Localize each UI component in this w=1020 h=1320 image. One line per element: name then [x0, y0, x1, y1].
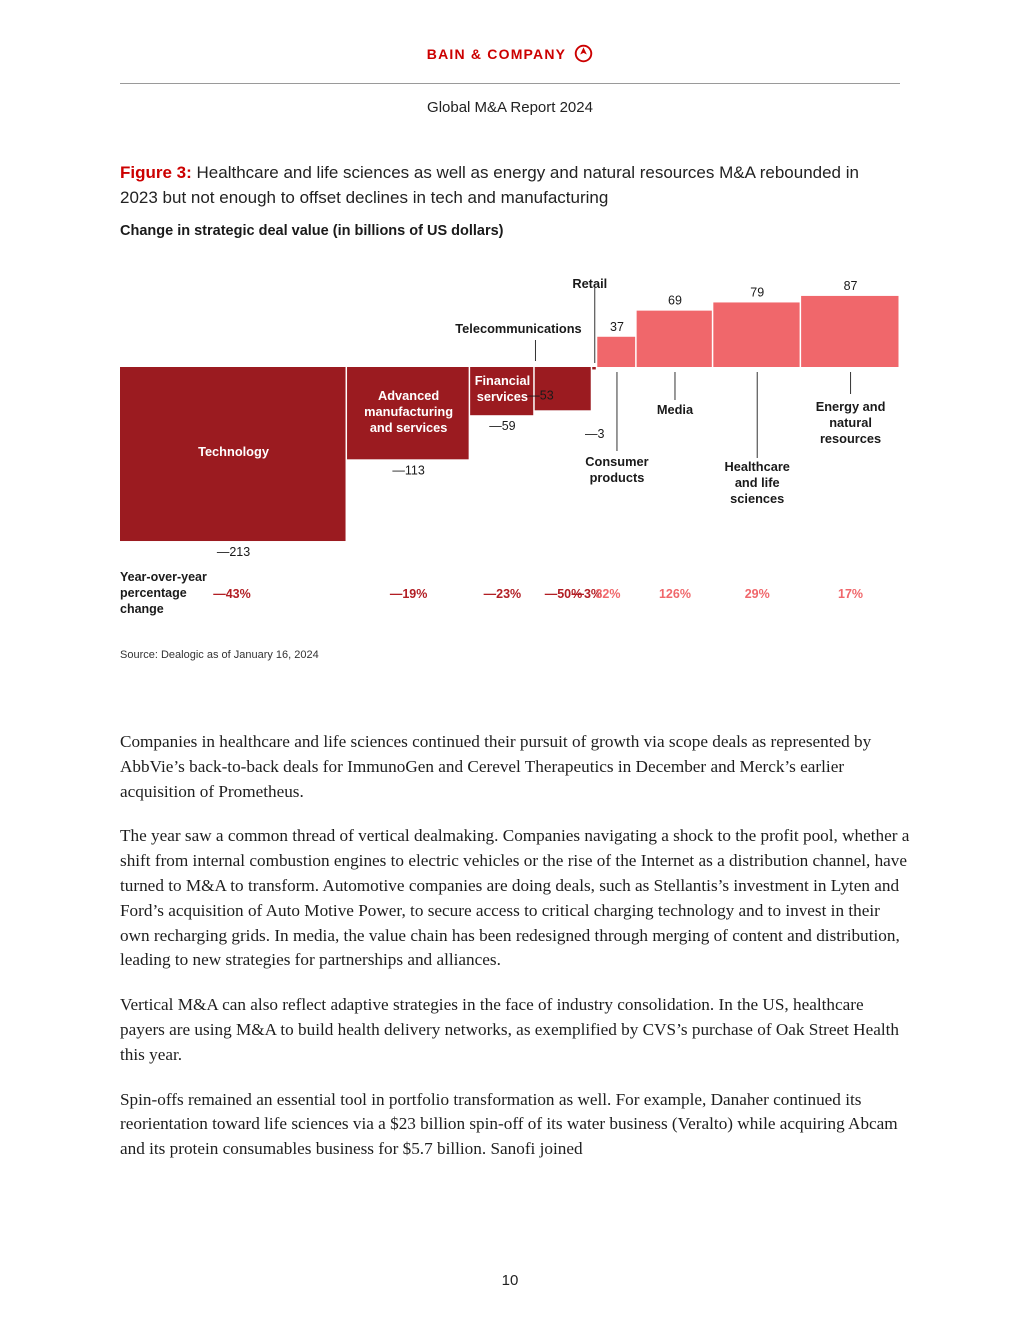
body-paragraph: The year saw a common thread of vertical… [120, 826, 910, 970]
pct-label-retail: —3% [571, 587, 602, 601]
pct-row-label: Year-over-year percentage change [120, 570, 207, 616]
category-label-healthcare-and-life-sciences: Healthcare and life sciences [724, 459, 789, 506]
category-label-consumer-products: Consumer products [585, 454, 648, 485]
category-label-advanced-manufacturing-and-services: Advanced manufacturing and services [364, 388, 453, 435]
category-label-technology: Technology [198, 444, 270, 459]
bar-media [636, 310, 712, 367]
body-paragraph: Vertical M&A can also reflect adaptive s… [120, 995, 899, 1064]
value-label-retail: —3 [585, 427, 605, 441]
figure-caption: Figure 3: Healthcare and life sciences a… [120, 160, 900, 210]
bar-consumer-products [597, 336, 636, 367]
category-label-media: Media [657, 402, 694, 417]
pct-label-telecommunications: —50% [545, 587, 583, 601]
category-label-retail: Retail [572, 276, 607, 291]
value-label-energy-and-natural-resources: 87 [844, 279, 858, 293]
bar-telecommunications [534, 367, 591, 411]
brand-name: BAIN & COMPANY [426, 45, 567, 62]
value-label-financial-services: —59 [489, 419, 515, 433]
category-label-energy-and-natural-resources: Energy and natural resources [816, 399, 886, 446]
brand-logo: BAIN & COMPANY [0, 44, 1020, 63]
body-paragraph: Spin-offs remained an essential tool in … [120, 1089, 898, 1159]
pct-label-technology: —43% [213, 587, 251, 601]
value-label-media: 69 [668, 294, 682, 308]
page-number: 10 [501, 1272, 519, 1289]
pct-label-energy-and-natural-resources: 17% [838, 587, 863, 601]
header-divider [120, 83, 900, 84]
body-paragraph: Companies in healthcare and life science… [120, 732, 872, 801]
deal-value-chart: —213 Technology —43% —113 Advanced manufactur… [120, 276, 899, 616]
value-label-consumer-products: 37 [610, 320, 624, 334]
value-label-telecommunications: —53 [527, 388, 553, 402]
compass-icon [574, 44, 593, 63]
chart-source: Source: Dealogic as of January 16, 2024 [120, 649, 319, 661]
category-label-financial-services: Financial services [475, 373, 530, 404]
figure-label: Figure 3: [120, 163, 192, 182]
bar-healthcare-and-life-sciences [713, 302, 800, 367]
pct-label-financial-services: —23% [484, 587, 522, 601]
bar-energy-and-natural-resources [801, 295, 899, 367]
bar-technology [120, 367, 346, 542]
bar-financial-services [470, 367, 534, 416]
category-label-telecommunications: Telecommunications [455, 321, 581, 336]
chart-subtitle: Change in strategic deal value (in billi… [120, 223, 504, 239]
value-label-advanced-manufacturing-and-services: —113 [392, 463, 424, 477]
pct-label-media: 126% [659, 587, 691, 601]
pct-label-healthcare-and-life-sciences: 29% [745, 587, 770, 601]
body-text: Companies in healthcare and life science… [120, 730, 910, 1182]
value-label-healthcare-and-life-sciences: 79 [750, 285, 764, 299]
figure-caption-text: Healthcare and life sciences as well as … [120, 163, 859, 207]
value-label-technology: —213 [217, 545, 250, 559]
report-title: Global M&A Report 2024 [427, 99, 593, 116]
pct-label-consumer-products: 32% [595, 587, 620, 601]
pct-label-advanced-manufacturing-and-services: —19% [390, 587, 428, 601]
bar-retail [592, 367, 596, 370]
bar-advanced-manufacturing-and-services [347, 367, 469, 460]
